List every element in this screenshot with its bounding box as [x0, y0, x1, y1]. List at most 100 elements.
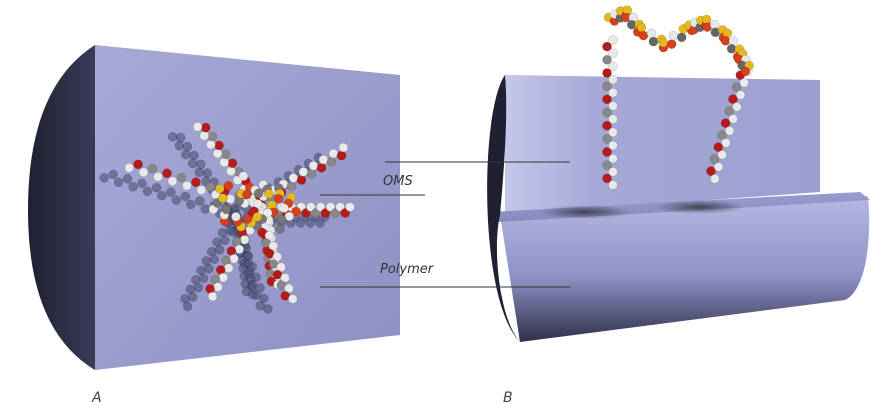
atom	[128, 182, 138, 192]
atom	[166, 187, 176, 197]
label-oms: OMS	[383, 174, 413, 189]
atom	[153, 172, 163, 182]
atom	[608, 61, 618, 72]
atom	[200, 122, 211, 133]
atom	[223, 181, 234, 191]
atom	[602, 134, 612, 144]
atom	[602, 120, 612, 131]
atom	[157, 190, 167, 201]
atom	[301, 208, 311, 218]
atom	[717, 150, 727, 160]
atom	[137, 178, 147, 188]
atom	[318, 154, 329, 165]
atom	[215, 183, 225, 194]
atom	[188, 292, 198, 302]
atom	[198, 273, 209, 283]
atom	[133, 159, 143, 170]
atom	[608, 35, 618, 45]
atom	[238, 171, 249, 181]
atom	[263, 304, 273, 314]
atom	[280, 273, 290, 283]
atom	[291, 206, 301, 217]
atom	[162, 168, 172, 178]
atom	[182, 180, 192, 191]
atom	[182, 141, 193, 152]
atom	[335, 202, 345, 212]
atom	[728, 114, 738, 124]
atom	[330, 208, 341, 218]
atom	[223, 263, 234, 273]
atom	[326, 156, 337, 167]
shadow	[655, 200, 745, 214]
atom	[286, 181, 297, 191]
atom	[328, 148, 339, 159]
atom	[147, 164, 158, 174]
atom	[193, 282, 204, 293]
atom	[99, 173, 109, 183]
atom	[608, 101, 618, 111]
atom	[709, 154, 720, 164]
atom	[242, 214, 253, 224]
atom	[253, 199, 263, 209]
atom	[666, 39, 677, 49]
atom	[252, 212, 263, 222]
atom	[174, 140, 185, 151]
atom	[638, 30, 649, 41]
atom	[731, 82, 742, 92]
atom	[636, 22, 647, 33]
atom	[275, 224, 285, 234]
atom	[194, 167, 205, 178]
atom	[724, 126, 735, 136]
molecule-a	[99, 122, 355, 314]
panel-label: B	[503, 390, 513, 405]
atom	[192, 122, 203, 132]
atom	[311, 208, 321, 218]
atom	[175, 132, 186, 143]
atom	[214, 140, 224, 151]
atom	[602, 94, 612, 105]
atom	[602, 147, 612, 157]
atom	[316, 163, 327, 173]
atom	[186, 199, 196, 210]
atom	[196, 185, 207, 195]
atom	[608, 114, 618, 124]
atom	[602, 68, 612, 78]
atom	[218, 272, 229, 283]
atom	[336, 150, 347, 161]
atom	[205, 181, 216, 192]
atom	[608, 127, 618, 138]
atom	[255, 283, 265, 293]
atom	[108, 169, 118, 180]
atom	[648, 36, 659, 47]
atom	[124, 163, 134, 173]
atom	[209, 254, 220, 265]
atom	[199, 130, 210, 141]
atom	[315, 202, 326, 212]
atom	[243, 251, 254, 261]
atom	[122, 174, 133, 184]
atom	[710, 174, 720, 184]
slab-edge	[28, 45, 95, 370]
atom	[180, 191, 191, 202]
atom	[296, 175, 307, 185]
atom	[229, 253, 239, 264]
atom	[608, 140, 618, 151]
atom	[276, 214, 287, 225]
molecule-b	[602, 5, 754, 190]
polymer-cylinder	[500, 196, 870, 342]
atom	[608, 153, 618, 164]
atom	[226, 166, 236, 176]
atom	[207, 131, 218, 142]
atom	[195, 159, 206, 170]
atom	[207, 291, 218, 302]
atom	[724, 106, 735, 116]
atom	[602, 173, 612, 184]
atom	[735, 90, 746, 100]
atom	[200, 204, 210, 214]
atom	[288, 294, 298, 304]
atom	[713, 142, 724, 152]
panel-label: A	[91, 390, 102, 405]
atom	[273, 194, 284, 204]
atom	[298, 167, 309, 177]
atom	[345, 202, 355, 212]
